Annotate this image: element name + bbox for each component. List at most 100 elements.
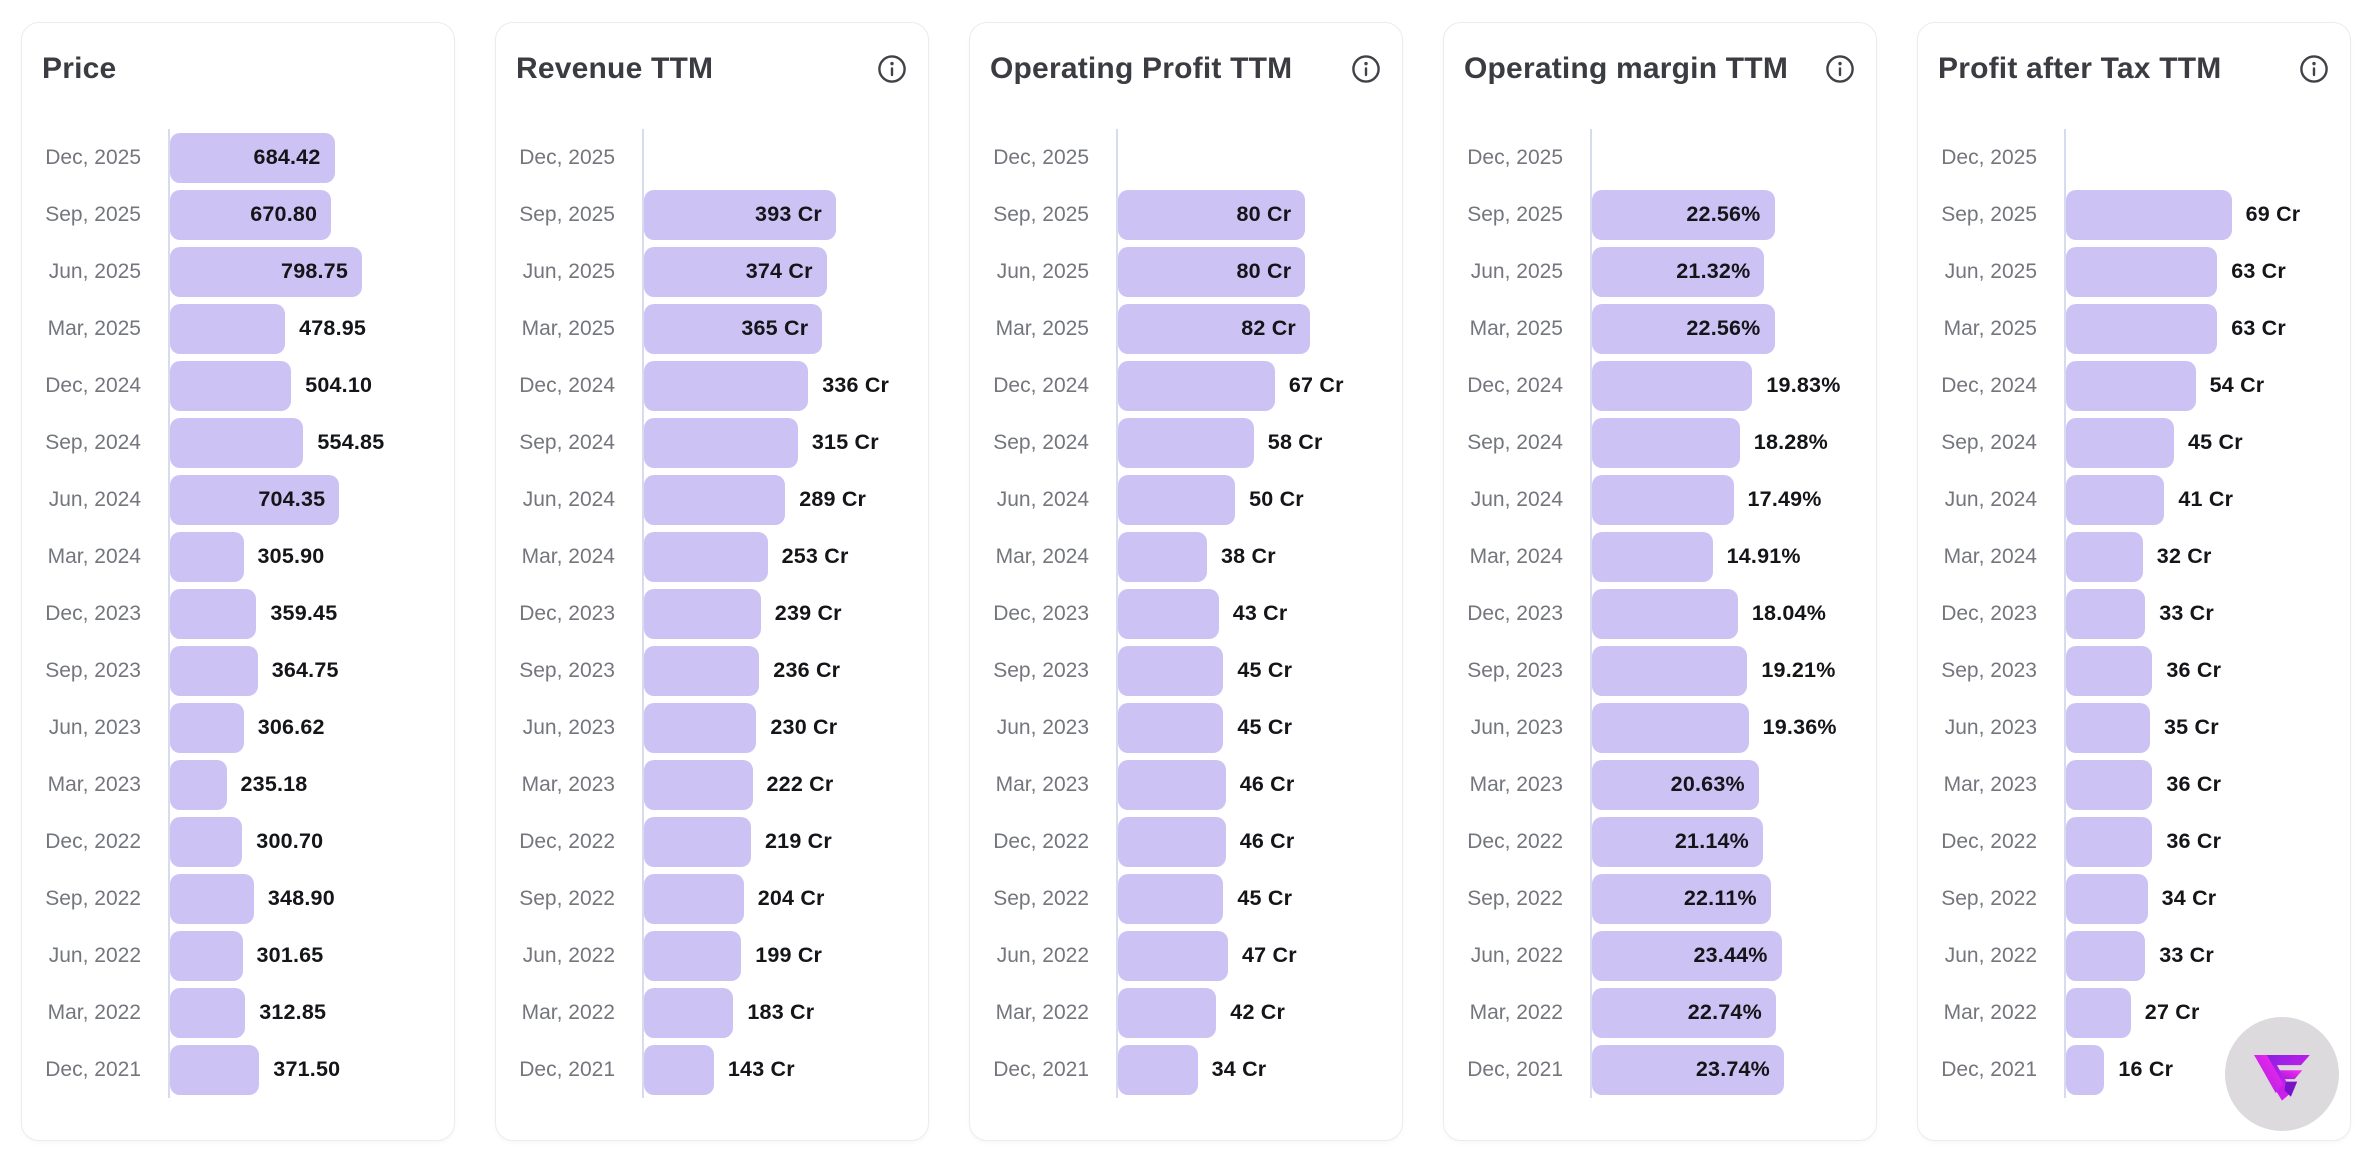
bar-track: 41 Cr xyxy=(2064,471,2330,528)
bar-track: 33 Cr xyxy=(2064,585,2330,642)
bar-value-label: 230 Cr xyxy=(770,715,838,739)
bar xyxy=(644,588,761,639)
chart-row: Dec, 2024 504.10 xyxy=(42,357,434,414)
bar-value-label: 36 Cr xyxy=(2166,658,2222,682)
bar-value-label: 82 Cr xyxy=(1241,316,1296,340)
chart-row: Dec, 2022 36 Cr xyxy=(1938,813,2330,870)
row-category-label: Dec, 2021 xyxy=(1941,1057,2037,1081)
chart-row: Sep, 2023 36 Cr xyxy=(1938,642,2330,699)
chart-row: Sep, 2024 18.28% xyxy=(1464,414,1856,471)
bar-value-label: 312.85 xyxy=(259,1000,327,1024)
chart-row: Mar, 2023 20.63% xyxy=(1464,756,1856,813)
chart-row: Dec, 2022 300.70 xyxy=(42,813,434,870)
bar xyxy=(2066,417,2174,468)
bar-track: 306.62 xyxy=(168,699,434,756)
chart-row: Dec, 2024 54 Cr xyxy=(1938,357,2330,414)
bar-value-label: 35 Cr xyxy=(2164,715,2219,739)
bar-value-label: 478.95 xyxy=(299,316,367,340)
bar-value-label: 46 Cr xyxy=(1239,772,1295,796)
bar-track: 58 Cr xyxy=(1116,414,1382,471)
chart-row: Mar, 2022 22.74% xyxy=(1464,984,1856,1041)
bar-value-label: 45 Cr xyxy=(1237,715,1293,739)
row-category-label: Sep, 2024 xyxy=(1941,430,2037,454)
row-category-label: Dec, 2025 xyxy=(993,145,1089,169)
chart-row: Mar, 2024 38 Cr xyxy=(990,528,1382,585)
info-icon[interactable] xyxy=(876,53,908,85)
row-category-label: Sep, 2022 xyxy=(993,886,1089,910)
bar xyxy=(1118,531,1207,582)
chart-row: Dec, 2025 xyxy=(516,129,908,186)
bar: 21.32% xyxy=(1592,246,1765,297)
row-category-label: Dec, 2022 xyxy=(1467,829,1563,853)
bar-track xyxy=(2064,129,2330,186)
bar: 80 Cr xyxy=(1118,189,1306,240)
bar xyxy=(1592,417,1740,468)
bar-track: 235.18 xyxy=(168,756,434,813)
bar-track: 23.44% xyxy=(1590,927,1856,984)
chart-row: Jun, 2024 41 Cr xyxy=(1938,471,2330,528)
chart-row: Dec, 2021 16 Cr xyxy=(1938,1041,2330,1098)
chart-row: Jun, 2022 33 Cr xyxy=(1938,927,2330,984)
bar-track: 478.95 xyxy=(168,300,434,357)
bar xyxy=(2066,645,2153,696)
bar-track: 46 Cr xyxy=(1116,756,1382,813)
chart-row: Sep, 2024 554.85 xyxy=(42,414,434,471)
bar: 374 Cr xyxy=(644,246,827,297)
row-category-label: Sep, 2025 xyxy=(519,202,615,226)
row-category-label: Mar, 2024 xyxy=(47,544,141,568)
chart-row: Dec, 2024 19.83% xyxy=(1464,357,1856,414)
chart-row: Jun, 2025 798.75 xyxy=(42,243,434,300)
metric-card-price: Price Dec, 2025 684.42 Sep, 2025 670.80 Jun, … xyxy=(21,22,455,1141)
info-icon[interactable] xyxy=(2298,53,2330,85)
bar xyxy=(170,531,244,582)
bar-track: 222 Cr xyxy=(642,756,908,813)
bar-track: 45 Cr xyxy=(2064,414,2330,471)
chart-row: Sep, 2023 364.75 xyxy=(42,642,434,699)
row-category-label: Dec, 2023 xyxy=(45,601,141,625)
chart-row: Dec, 2025 xyxy=(1938,129,2330,186)
bar-track: 22.74% xyxy=(1590,984,1856,1041)
card-title-operating-profit-ttm: Operating Profit TTM xyxy=(990,52,1293,85)
info-icon[interactable] xyxy=(1350,53,1382,85)
chart-row: Dec, 2022 219 Cr xyxy=(516,813,908,870)
chart-row: Mar, 2024 14.91% xyxy=(1464,528,1856,585)
bar-track: 63 Cr xyxy=(2064,243,2330,300)
bar-track: 54 Cr xyxy=(2064,357,2330,414)
row-category-label: Sep, 2022 xyxy=(1941,886,2037,910)
chart-row: Sep, 2022 348.90 xyxy=(42,870,434,927)
bar-track: 374 Cr xyxy=(642,243,908,300)
bar xyxy=(1118,930,1228,981)
chart-row: Jun, 2024 17.49% xyxy=(1464,471,1856,528)
chart-row: Jun, 2023 19.36% xyxy=(1464,699,1856,756)
bar xyxy=(170,1044,260,1095)
row-category-label: Jun, 2023 xyxy=(522,715,615,739)
chart-row: Mar, 2023 36 Cr xyxy=(1938,756,2330,813)
bar-track: 364.75 xyxy=(168,642,434,699)
bar-track: 67 Cr xyxy=(1116,357,1382,414)
chart-row: Jun, 2025 63 Cr xyxy=(1938,243,2330,300)
info-icon[interactable] xyxy=(1824,53,1856,85)
bar-value-label: 47 Cr xyxy=(1242,943,1297,967)
bar xyxy=(170,417,304,468)
row-category-label: Dec, 2022 xyxy=(45,829,141,853)
row-category-label: Jun, 2023 xyxy=(1944,715,2037,739)
bar xyxy=(1118,645,1224,696)
bar-value-label: 504.10 xyxy=(305,373,373,397)
bar xyxy=(1592,360,1753,411)
row-category-label: Dec, 2021 xyxy=(45,1057,141,1081)
bar-value-label: 36 Cr xyxy=(2166,772,2222,796)
chart-row: Jun, 2023 35 Cr xyxy=(1938,699,2330,756)
bar xyxy=(1118,474,1236,525)
bar xyxy=(1118,816,1226,867)
bar-track: 504.10 xyxy=(168,357,434,414)
chart-row: Mar, 2024 32 Cr xyxy=(1938,528,2330,585)
chart-row: Dec, 2021 371.50 xyxy=(42,1041,434,1098)
row-category-label: Dec, 2024 xyxy=(1467,373,1563,397)
row-category-label: Jun, 2025 xyxy=(1944,259,2037,283)
chart-row: Sep, 2024 315 Cr xyxy=(516,414,908,471)
bar-track: 798.75 xyxy=(168,243,434,300)
row-category-label: Mar, 2025 xyxy=(1469,316,1563,340)
row-category-label: Jun, 2022 xyxy=(48,943,141,967)
row-category-label: Sep, 2024 xyxy=(1467,430,1563,454)
bar-track: 301.65 xyxy=(168,927,434,984)
